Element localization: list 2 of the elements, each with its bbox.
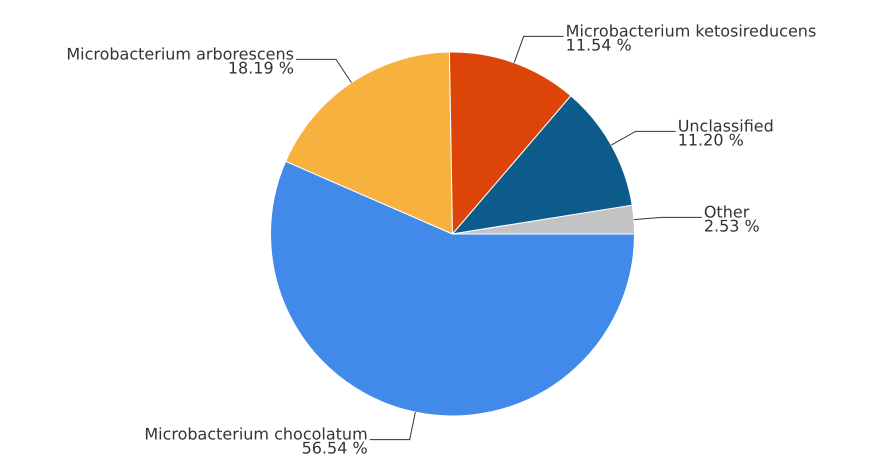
data-label: 56.54 % <box>302 438 368 458</box>
data-label: 11.54 % <box>566 36 632 55</box>
